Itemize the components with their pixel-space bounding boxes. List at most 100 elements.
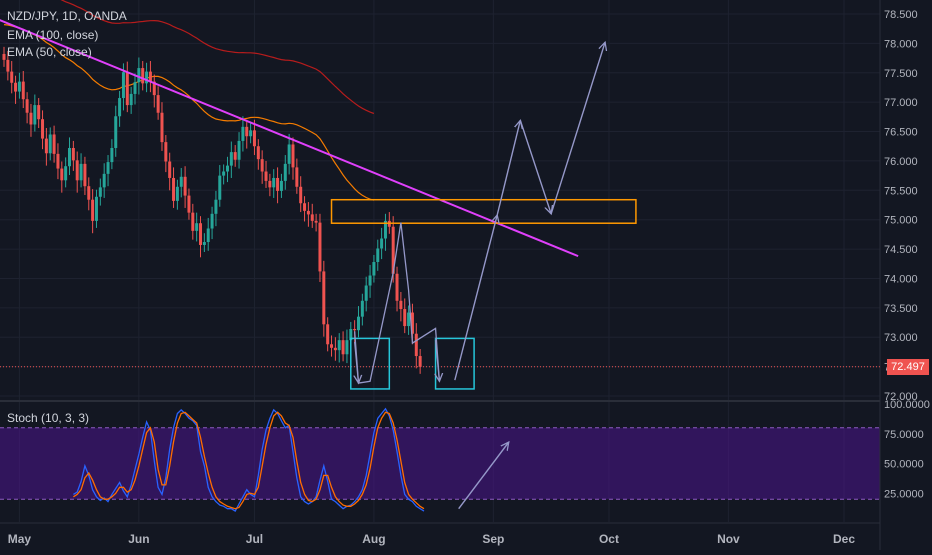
candle-body xyxy=(17,81,21,92)
candle-body xyxy=(287,144,291,164)
candle-body xyxy=(168,161,172,178)
candle-body xyxy=(83,163,87,187)
candle-body xyxy=(187,195,191,213)
candle-body xyxy=(260,159,264,172)
candle xyxy=(333,337,337,361)
candle-body xyxy=(395,273,399,301)
stoch-k-line xyxy=(73,407,425,513)
candle xyxy=(79,153,83,188)
candle-body xyxy=(152,81,156,96)
candle xyxy=(202,233,206,253)
candle-body xyxy=(52,134,56,154)
stoch-tick-label: 100.0000 xyxy=(884,399,930,411)
price-tick-label: 73.000 xyxy=(884,332,918,344)
ema-100-legend[interactable]: EMA (100, close) xyxy=(7,28,99,42)
candle xyxy=(44,128,48,166)
candle-body xyxy=(399,300,403,310)
candle xyxy=(164,135,168,173)
candle-body xyxy=(172,177,176,201)
candle xyxy=(129,86,133,114)
price-tick-label: 78.500 xyxy=(884,9,918,21)
candle xyxy=(206,217,210,251)
stoch-legend[interactable]: Stoch (10, 3, 3) xyxy=(7,411,90,425)
projection-arrow-segment xyxy=(519,120,551,213)
price-tick-label: 78.000 xyxy=(884,38,918,50)
projection-arrow-segment xyxy=(454,215,497,381)
candle xyxy=(268,173,272,197)
candle xyxy=(326,317,330,352)
candle xyxy=(276,167,280,204)
candle-body xyxy=(195,223,199,231)
candle xyxy=(75,151,79,193)
candle xyxy=(225,156,229,183)
candle-body xyxy=(345,340,349,355)
candle xyxy=(102,163,106,198)
candle xyxy=(60,161,64,193)
candle xyxy=(48,127,52,161)
candle xyxy=(295,158,299,194)
candle-body xyxy=(372,262,376,276)
time-tick-label: Sep xyxy=(482,532,504,546)
candle-body xyxy=(306,210,310,215)
candle xyxy=(337,333,341,363)
symbol-legend[interactable]: NZD/JPY, 1D, OANDA xyxy=(7,9,127,23)
candle xyxy=(187,188,191,220)
candle xyxy=(279,173,283,198)
candle-body xyxy=(314,220,318,223)
candle-body xyxy=(141,68,145,84)
time-tick-label: May xyxy=(8,532,32,546)
candle xyxy=(179,167,183,198)
candle-body xyxy=(349,329,353,341)
candle-body xyxy=(380,238,384,249)
candle xyxy=(145,62,149,93)
price-tick-label: 76.000 xyxy=(884,156,918,168)
candle-body xyxy=(202,242,206,245)
candle-body xyxy=(21,81,25,100)
time-tick-label: Jul xyxy=(246,532,263,546)
candle-body xyxy=(333,347,337,351)
candle xyxy=(37,98,41,129)
candle xyxy=(222,164,226,185)
candle-body xyxy=(418,356,422,367)
candle-body xyxy=(175,186,179,201)
candle xyxy=(318,213,322,282)
candle-body xyxy=(364,285,368,301)
candle xyxy=(114,105,118,157)
ema-50-legend[interactable]: EMA (50, close) xyxy=(7,45,92,59)
candle xyxy=(195,212,199,242)
candle xyxy=(172,167,176,208)
candle-body xyxy=(71,147,75,161)
candle-body xyxy=(145,71,149,84)
candle xyxy=(25,92,29,124)
price-tick-label: 74.000 xyxy=(884,273,918,285)
candle xyxy=(125,61,129,113)
candle xyxy=(21,71,25,109)
candle xyxy=(56,143,60,180)
candle-body xyxy=(252,130,256,147)
ema-100-line xyxy=(60,0,375,115)
candle-body xyxy=(94,196,98,221)
candle-body xyxy=(276,177,280,191)
candle xyxy=(395,266,399,312)
candle xyxy=(418,348,422,374)
candle-body xyxy=(114,116,118,148)
candle xyxy=(168,152,172,191)
candle-body xyxy=(407,312,411,327)
candle-body xyxy=(241,126,245,141)
stoch-tick-label: 75.0000 xyxy=(884,429,924,441)
candle xyxy=(414,323,418,369)
candle-body xyxy=(118,98,122,117)
candle-body xyxy=(160,112,164,143)
candle-body xyxy=(214,199,218,214)
candle-body xyxy=(91,199,95,221)
candle-body xyxy=(125,72,129,106)
pattern-arrow-down xyxy=(355,341,359,383)
candle-body xyxy=(341,340,345,355)
candle xyxy=(110,139,114,170)
projection-arrow-segment xyxy=(550,42,605,215)
candle-body xyxy=(60,168,64,181)
candle-body xyxy=(64,166,68,181)
candle-body xyxy=(272,177,276,188)
